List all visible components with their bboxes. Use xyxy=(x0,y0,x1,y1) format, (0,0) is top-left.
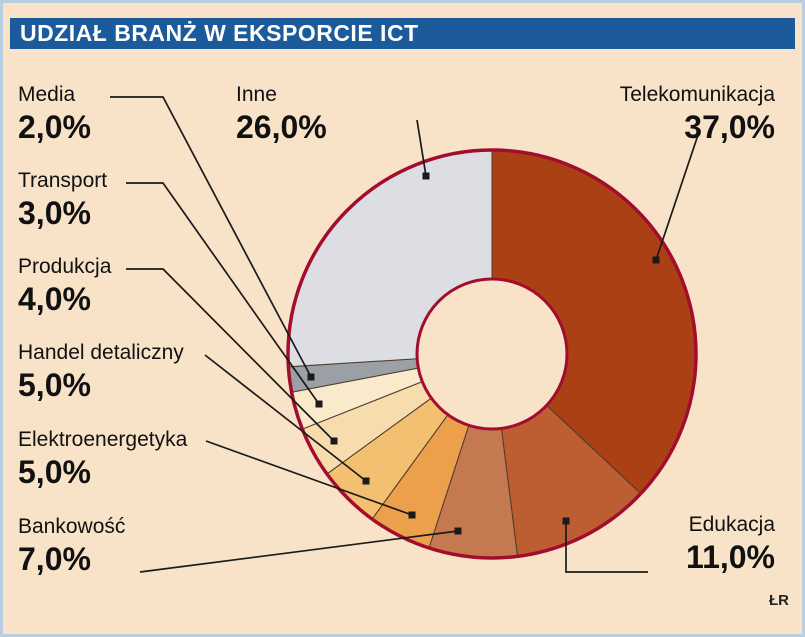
chart-title: UDZIAŁ BRANŻ W EKSPORCIE ICT xyxy=(20,20,419,46)
leader-line-edukacja xyxy=(565,521,648,573)
segment-label: Elektroenergetyka xyxy=(18,428,188,451)
author-credit: ŁR xyxy=(769,592,789,609)
leader-dot-elektroenergetyka xyxy=(408,511,416,519)
leader-dot-bankowo xyxy=(454,527,462,535)
leader-dot-edukacja xyxy=(562,517,570,525)
leader-dot-media xyxy=(307,373,315,381)
segment-label: Produkcja xyxy=(18,255,112,278)
leader-line-telekomunikacja xyxy=(655,131,700,261)
segment-value: 3,0% xyxy=(18,194,91,231)
leader-line-media xyxy=(110,96,312,378)
segment-value: 7,0% xyxy=(18,540,91,577)
segment-label: Media xyxy=(18,83,76,106)
segment-label: Handel detaliczny xyxy=(18,341,184,364)
segment-value: 11,0% xyxy=(686,538,775,575)
segment-label: Telekomunikacja xyxy=(619,83,775,106)
label-elektroenergetyka: Elektroenergetyka 5,0% xyxy=(18,428,188,490)
donut-outer-ring xyxy=(286,148,698,560)
segment-label: Transport xyxy=(18,169,108,192)
leader-line-bankowo xyxy=(139,530,459,573)
leader-line-handel-detaliczny xyxy=(204,354,367,482)
label-bankowosc: Bankowość 7,0% xyxy=(18,515,126,577)
leader-line-transport xyxy=(126,182,320,405)
segment-value: 5,0% xyxy=(18,453,91,490)
segment-label: Edukacja xyxy=(688,513,775,536)
donut-inner-ring xyxy=(415,277,569,431)
segment-value: 2,0% xyxy=(18,108,91,145)
leader-dot-handel-detaliczny xyxy=(362,477,370,485)
segment-label: Bankowość xyxy=(18,515,126,538)
segment-value: 26,0% xyxy=(236,108,327,145)
label-produkcja: Produkcja 4,0% xyxy=(18,255,112,317)
leader-line-inne xyxy=(416,119,427,177)
leader-dot-produkcja xyxy=(330,437,338,445)
label-telekomunikacja: Telekomunikacja 37,0% xyxy=(619,83,775,145)
leader-line-elektroenergetyka xyxy=(205,440,413,516)
label-edukacja: Edukacja 11,0% xyxy=(686,513,775,575)
segment-value: 5,0% xyxy=(18,366,91,403)
label-media: Media 2,0% xyxy=(18,83,91,145)
label-transport: Transport 3,0% xyxy=(18,169,108,231)
segment-label: Inne xyxy=(236,83,277,106)
leader-dot-transport xyxy=(315,400,323,408)
leader-dot-telekomunikacja xyxy=(652,256,660,264)
leader-line-produkcja xyxy=(126,268,335,442)
title-bar: UDZIAŁ BRANŻ W EKSPORCIE ICT xyxy=(10,18,795,49)
label-inne: Inne 26,0% xyxy=(236,83,327,145)
segment-value: 37,0% xyxy=(684,108,775,145)
segment-value: 4,0% xyxy=(18,280,91,317)
label-handel-detaliczny: Handel detaliczny 5,0% xyxy=(18,341,184,403)
leader-dot-inne xyxy=(422,172,430,180)
